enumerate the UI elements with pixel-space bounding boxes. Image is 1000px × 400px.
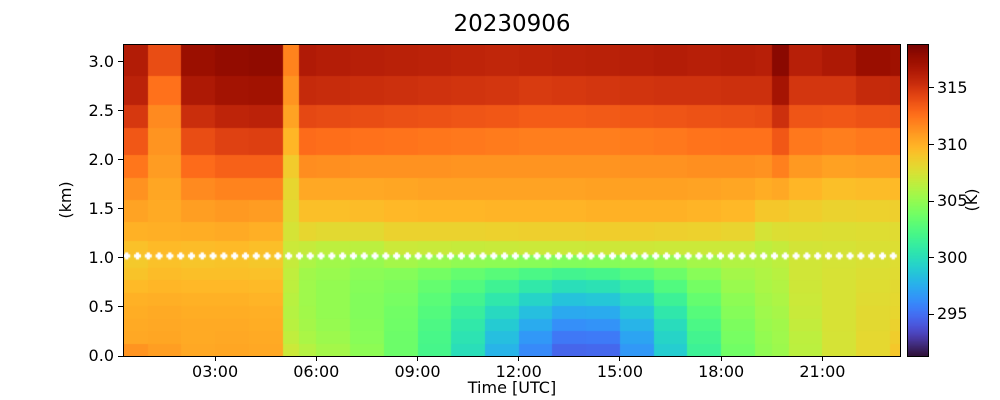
colorbar-tick-mark	[929, 313, 934, 315]
x-tick-mark	[821, 357, 823, 361]
y-tick-label: 2.5	[88, 100, 114, 120]
y-tick-label: 0.5	[88, 296, 114, 316]
colorbar-tick-label: 310	[937, 134, 968, 154]
x-tick-label: 18:00	[698, 362, 745, 381]
colorbar-tick-label: 315	[937, 77, 968, 97]
colorbar-tick-mark	[929, 87, 934, 89]
chart-title: 20230906	[453, 11, 571, 37]
x-tick-label: 03:00	[192, 362, 239, 381]
y-tick-label: 1.5	[88, 198, 114, 218]
colorbar-tick-label: 295	[937, 304, 968, 324]
x-tick-mark	[417, 357, 419, 361]
colorbar-tick-mark	[929, 200, 934, 202]
y-tick-mark	[118, 257, 123, 259]
y-tick-label: 2.0	[88, 149, 114, 169]
y-tick-mark	[118, 355, 123, 357]
x-tick-label: 21:00	[799, 362, 846, 381]
y-tick-label: 3.0	[88, 51, 114, 71]
x-tick-mark	[214, 357, 216, 361]
colorbar-canvas	[908, 45, 928, 356]
x-axis-label: Time [UTC]	[467, 378, 557, 397]
heatmap-canvas	[124, 45, 900, 356]
y-tick-mark	[118, 61, 123, 63]
y-tick-mark	[118, 208, 123, 210]
x-tick-label: 12:00	[495, 362, 542, 381]
colorbar-tick-label: 305	[937, 191, 968, 211]
x-tick-label: 15:00	[596, 362, 643, 381]
y-tick-label: 1.0	[88, 247, 114, 267]
x-tick-mark	[720, 357, 722, 361]
colorbar-tick-mark	[929, 144, 934, 146]
colorbar-tick-label: 300	[937, 247, 968, 267]
colorbar-tick-mark	[929, 257, 934, 259]
x-tick-mark	[518, 357, 520, 361]
x-tick-label: 06:00	[293, 362, 340, 381]
y-tick-label: 0.0	[88, 346, 114, 365]
y-tick-mark	[118, 306, 123, 308]
x-tick-mark	[619, 357, 621, 361]
x-tick-label: 09:00	[394, 362, 441, 381]
x-tick-mark	[315, 357, 317, 361]
y-tick-mark	[118, 110, 123, 112]
y-tick-mark	[118, 159, 123, 161]
